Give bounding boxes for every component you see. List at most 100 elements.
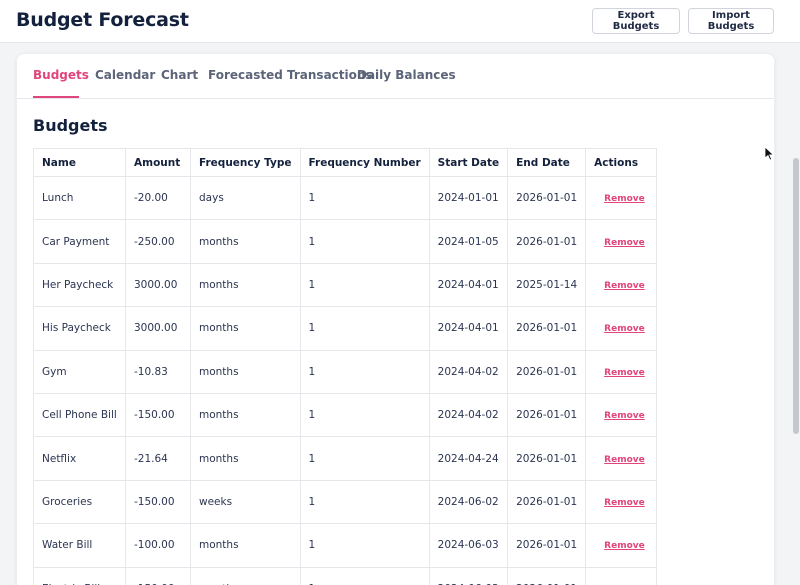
cell-start-date: 2024-04-01 xyxy=(428,306,509,351)
cell-name: Her Paycheck xyxy=(33,262,126,308)
actions-cell: Remove xyxy=(585,349,658,394)
tab-budgets[interactable]: Budgets xyxy=(33,68,89,82)
cell-amount: 3000.00 xyxy=(125,262,191,308)
cell-start-date: 2024-01-01 xyxy=(428,175,509,221)
cell-name: Cell Phone Bill xyxy=(33,392,126,438)
table-row: Water Bill -100.00 months 1 2024-06-03 2026-0… xyxy=(33,523,658,568)
table-row: Lunch -20.00 days 1 2024-01-01 2026-01-01 Remo… xyxy=(33,175,658,221)
actions-cell: Remove xyxy=(585,436,658,481)
actions-cell: Remove xyxy=(585,523,658,568)
remove-link[interactable]: Remove xyxy=(604,237,645,248)
cell-start-date: 2024-04-01 xyxy=(428,262,509,308)
cell-start-date: 2024-04-24 xyxy=(428,436,509,481)
cell-frequency-type: months xyxy=(190,436,301,481)
actions-cell: Remove xyxy=(585,479,658,525)
cell-start-date: 2024-04-02 xyxy=(428,392,509,438)
import-budgets-button[interactable]: Import Budgets xyxy=(688,8,774,34)
cell-amount: -21.64 xyxy=(125,436,191,481)
cell-end-date: 2026-01-01 xyxy=(507,436,587,481)
cell-amount: -100.00 xyxy=(125,523,191,568)
cell-amount: -150.00 xyxy=(125,566,191,585)
cell-end-date: 2026-01-01 xyxy=(507,175,587,221)
actions-cell: Remove xyxy=(585,392,658,438)
cell-frequency-type: months xyxy=(190,219,301,264)
scrollbar-thumb[interactable] xyxy=(793,158,799,434)
table-row: Cell Phone Bill -150.00 months 1 2024-04-02 2… xyxy=(33,392,658,438)
cell-frequency-type: months xyxy=(190,306,301,351)
cell-frequency-type: months xyxy=(190,262,301,308)
cell-start-date: 2024-06-02 xyxy=(428,479,509,525)
cell-amount: -10.83 xyxy=(125,349,191,394)
cell-amount: -150.00 xyxy=(125,392,191,438)
cell-amount: -250.00 xyxy=(125,219,191,264)
cell-end-date: 2026-01-01 xyxy=(507,566,587,585)
column-header-frequency-type: Frequency Type xyxy=(190,148,301,177)
cell-amount: -150.00 xyxy=(125,479,191,525)
cell-frequency-type: months xyxy=(190,349,301,394)
cell-name: Netflix xyxy=(33,436,126,481)
cell-frequency-number: 1 xyxy=(299,306,430,351)
active-tab-indicator xyxy=(33,96,79,98)
cell-frequency-type: months xyxy=(190,523,301,568)
table-header-row: Name Amount Frequency Type Frequency Num… xyxy=(33,148,658,177)
table-row: Car Payment -250.00 months 1 2024-01-05 2026-… xyxy=(33,219,658,264)
app-title: Budget Forecast xyxy=(16,9,189,31)
cell-frequency-number: 1 xyxy=(299,436,430,481)
remove-link[interactable]: Remove xyxy=(604,280,645,291)
budgets-table: Name Amount Frequency Type Frequency Num… xyxy=(33,148,658,585)
mouse-cursor-icon xyxy=(765,147,775,161)
remove-link[interactable]: Remove xyxy=(604,367,645,378)
cell-end-date: 2026-01-01 xyxy=(507,479,587,525)
cell-end-date: 2026-01-01 xyxy=(507,349,587,394)
cell-frequency-number: 1 xyxy=(299,349,430,394)
remove-link[interactable]: Remove xyxy=(604,541,645,552)
cell-end-date: 2026-01-01 xyxy=(507,392,587,438)
tab-calendar[interactable]: Calendar xyxy=(95,68,156,82)
cell-name: Car Payment xyxy=(33,219,126,264)
remove-link[interactable]: Remove xyxy=(604,194,645,205)
cell-end-date: 2026-01-01 xyxy=(507,306,587,351)
column-header-frequency-number: Frequency Number xyxy=(299,148,430,177)
cell-start-date: 2024-06-03 xyxy=(428,566,509,585)
cell-amount: -20.00 xyxy=(125,175,191,221)
remove-link[interactable]: Remove xyxy=(604,411,645,422)
column-header-actions: Actions xyxy=(585,148,658,177)
remove-link[interactable]: Remove xyxy=(604,324,645,335)
actions-cell: Remove xyxy=(585,219,658,264)
cell-start-date: 2024-01-05 xyxy=(428,219,509,264)
cell-end-date: 2026-01-01 xyxy=(507,523,587,568)
cell-name: His Paycheck xyxy=(33,306,126,351)
remove-link[interactable]: Remove xyxy=(604,497,645,508)
cell-frequency-type: weeks xyxy=(190,479,301,525)
main-card: Budgets Calendar Chart Forecasted Transa… xyxy=(16,53,775,585)
column-header-name: Name xyxy=(33,148,126,177)
cell-start-date: 2024-06-03 xyxy=(428,523,509,568)
tab-daily-balances[interactable]: Daily Balances xyxy=(357,68,456,82)
table-row: Gym -10.83 months 1 2024-04-02 2026-01-01 Remo… xyxy=(33,349,658,394)
tab-chart[interactable]: Chart xyxy=(161,68,199,82)
export-budgets-button[interactable]: Export Budgets xyxy=(592,8,680,34)
cell-frequency-number: 1 xyxy=(299,479,430,525)
column-header-start-date: Start Date xyxy=(428,148,509,177)
cell-name: Lunch xyxy=(33,175,126,221)
cell-frequency-type: days xyxy=(190,175,301,221)
cell-frequency-number: 1 xyxy=(299,262,430,308)
remove-link[interactable]: Remove xyxy=(604,454,645,465)
column-header-amount: Amount xyxy=(125,148,191,177)
actions-cell: Remove xyxy=(585,306,658,351)
actions-cell: Remove xyxy=(585,175,658,221)
cell-end-date: 2025-01-14 xyxy=(507,262,587,308)
cell-name: Water Bill xyxy=(33,523,126,568)
top-header: Budget Forecast Export Budgets Import Bu… xyxy=(0,0,800,43)
table-row: Electric Bill-150.00months12024-06-03202… xyxy=(33,566,658,585)
actions-cell: Remove xyxy=(585,262,658,308)
cell-frequency-number: 1 xyxy=(299,219,430,264)
column-header-end-date: End Date xyxy=(507,148,587,177)
cell-end-date: 2026-01-01 xyxy=(507,219,587,264)
cell-frequency-number: 1 xyxy=(299,392,430,438)
cell-start-date: 2024-04-02 xyxy=(428,349,509,394)
cell-frequency-number: 1 xyxy=(299,523,430,568)
table-row: Her Paycheck 3000.00 months 1 2024-04-01 2025… xyxy=(33,262,658,308)
tab-forecasted-transactions[interactable]: Forecasted Transactions xyxy=(208,68,373,82)
table-row: Netflix -21.64 months 1 2024-04-24 2026-01-01… xyxy=(33,436,658,481)
